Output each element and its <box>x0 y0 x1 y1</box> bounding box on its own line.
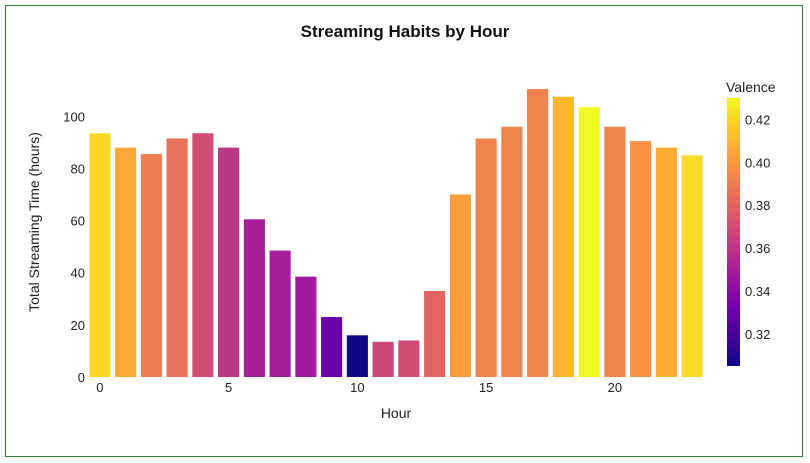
bar-hour-0 <box>89 133 111 377</box>
colorbar-tick-label: 0.40 <box>745 155 770 170</box>
bar-hour-1 <box>115 147 137 377</box>
x-axis-ticks: 0 5 10 15 20 <box>96 380 622 395</box>
bar-hour-6 <box>243 219 265 377</box>
y-tick-label: 0 <box>78 370 85 385</box>
colorbar-tick-label: 0.42 <box>745 112 770 127</box>
y-tick-label: 60 <box>71 214 85 229</box>
y-tick-label: 20 <box>71 318 85 333</box>
x-tick-label: 15 <box>479 380 493 395</box>
bar-hour-22 <box>655 147 677 377</box>
bars-group <box>89 88 703 377</box>
colorbar-gradient <box>727 98 740 366</box>
bar-hour-23 <box>681 155 703 377</box>
bar-hour-5 <box>218 147 240 377</box>
colorbar-tick-label: 0.34 <box>745 284 770 299</box>
bar-hour-17 <box>527 88 549 377</box>
chart-title: Streaming Habits by Hour <box>301 22 510 41</box>
bar-hour-2 <box>140 154 162 377</box>
bar-hour-7 <box>269 250 291 377</box>
bar-hour-14 <box>449 194 471 377</box>
x-tick-label: 10 <box>350 380 364 395</box>
bar-hour-3 <box>166 138 188 377</box>
bar-hour-16 <box>501 126 523 377</box>
y-axis-ticks: 0 20 40 60 80 100 <box>63 109 85 385</box>
bar-hour-12 <box>398 340 420 377</box>
bar-hour-20 <box>604 126 626 377</box>
bar-hour-4 <box>192 133 214 377</box>
x-tick-label: 5 <box>225 380 232 395</box>
colorbar-title: Valence <box>726 79 776 95</box>
bar-hour-8 <box>295 276 317 377</box>
bar-hour-19 <box>578 107 600 377</box>
x-axis-title: Hour <box>381 405 412 421</box>
y-tick-label: 80 <box>71 161 85 176</box>
colorbar-tick-label: 0.32 <box>745 327 770 342</box>
colorbar: Valence 0.32 0.34 0.36 0.38 0.40 0.42 <box>726 79 776 366</box>
bar-hour-18 <box>552 96 574 377</box>
bar-hour-9 <box>321 317 343 377</box>
bar-hour-11 <box>372 341 394 377</box>
bar-hour-15 <box>475 138 497 377</box>
colorbar-tick-label: 0.38 <box>745 198 770 213</box>
y-axis-title: Total Streaming Time (hours) <box>26 132 42 312</box>
bar-hour-21 <box>630 141 652 377</box>
x-tick-label: 20 <box>608 380 622 395</box>
colorbar-tick-label: 0.36 <box>745 241 770 256</box>
bar-hour-13 <box>424 290 446 377</box>
y-tick-label: 40 <box>71 266 85 281</box>
y-tick-label: 100 <box>63 109 85 124</box>
x-tick-label: 0 <box>96 380 103 395</box>
bar-hour-10 <box>346 335 368 377</box>
colorbar-ticks: 0.32 0.34 0.36 0.38 0.40 0.42 <box>745 112 770 341</box>
